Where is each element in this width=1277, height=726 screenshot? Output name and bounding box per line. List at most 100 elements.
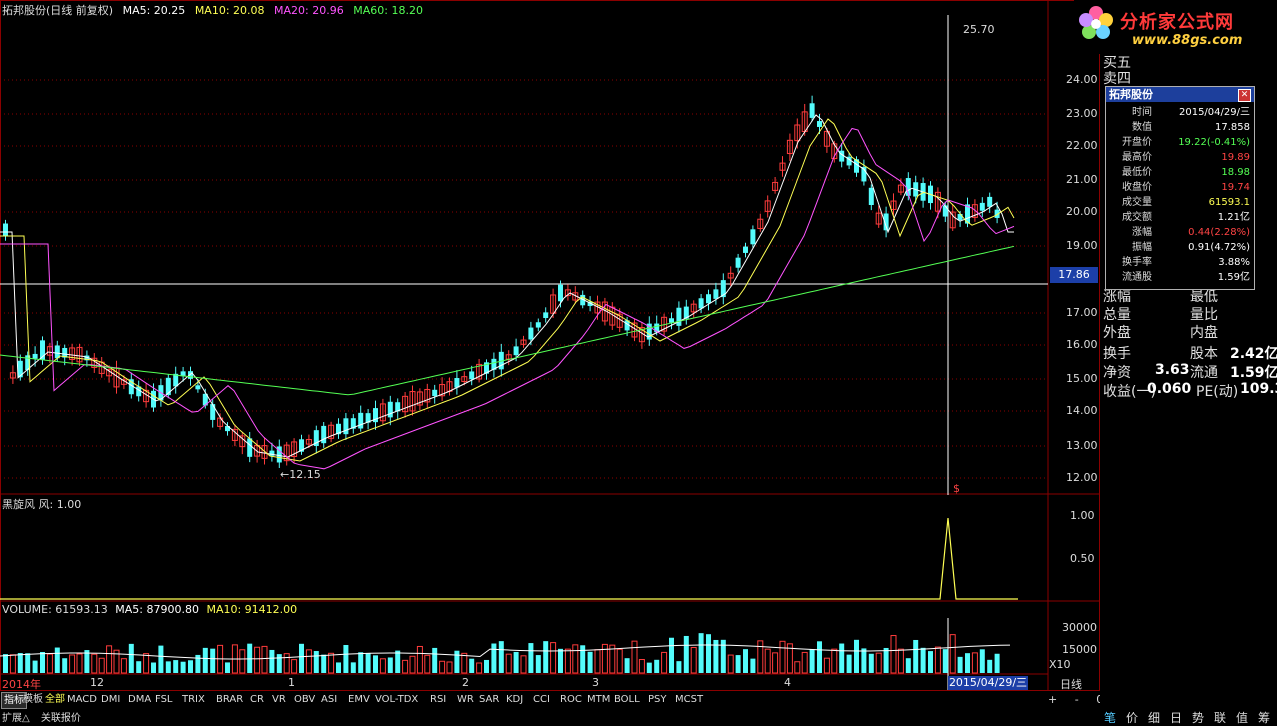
panel-tab[interactable]: 值 xyxy=(1236,711,1249,725)
tab-dma[interactable]: DMA xyxy=(128,694,152,705)
panel-tab[interactable]: 笔 xyxy=(1104,711,1117,725)
tab-obv[interactable]: OBV xyxy=(294,694,316,705)
panel-tab[interactable]: 势 xyxy=(1192,711,1205,725)
moving-average-lines xyxy=(0,114,1015,470)
volume-bar xyxy=(558,648,563,673)
volume-bar xyxy=(846,654,852,673)
candle-body xyxy=(676,307,682,326)
volume-bar xyxy=(343,644,349,673)
tab-brar[interactable]: BRAR xyxy=(216,694,244,705)
volume-ma-line xyxy=(0,644,1011,660)
candle-body xyxy=(432,389,438,397)
panel-label: 收益(一) xyxy=(1103,384,1156,400)
volume-bar xyxy=(646,662,652,673)
panel-tab[interactable]: 细 xyxy=(1148,711,1161,725)
tab-dmi[interactable]: DMI xyxy=(101,694,121,705)
volume-bar xyxy=(17,653,23,673)
popup-row-label: 成交量 xyxy=(1122,197,1152,208)
candle-body xyxy=(535,322,541,328)
price-tick-label: 17.00 xyxy=(1066,306,1098,319)
volume-bar xyxy=(3,654,8,673)
volume-ma10: MA10: 91412.00 xyxy=(206,603,298,616)
close-icon[interactable]: ✕ xyxy=(1238,89,1251,102)
tab-mcst[interactable]: MCST xyxy=(675,694,704,705)
related-quote-button[interactable]: 关联报价 xyxy=(40,713,81,724)
price-tick-label: 23.00 xyxy=(1066,107,1098,120)
candle-body xyxy=(550,294,557,314)
volume-bar xyxy=(823,657,830,674)
zoom-in-button[interactable]: + xyxy=(1048,693,1058,706)
panel-tab[interactable]: 联 xyxy=(1214,711,1227,725)
popup-row-value: 1.59亿 xyxy=(1217,272,1250,283)
tab-wr[interactable]: WR xyxy=(457,694,474,705)
candle-body xyxy=(750,229,756,245)
volume-bar xyxy=(387,657,393,673)
tab-asi[interactable]: ASI xyxy=(321,694,338,705)
tab-fsl[interactable]: FSL xyxy=(155,694,173,705)
candle-body xyxy=(54,345,60,359)
panel-tab[interactable]: 日 xyxy=(1170,711,1183,725)
tab-mtm[interactable]: MTM xyxy=(587,694,611,705)
chart-frame xyxy=(0,0,1100,691)
volume-bar xyxy=(661,651,668,674)
candle-body xyxy=(809,103,815,118)
tab-trix[interactable]: TRIX xyxy=(182,694,205,705)
volume-bar xyxy=(9,654,16,674)
logo-text: 分析家公式网 xyxy=(1120,12,1234,33)
volume-bar xyxy=(897,648,904,674)
volume-bar xyxy=(239,649,246,674)
stock-chart[interactable] xyxy=(0,0,1100,707)
volume-bar xyxy=(395,650,401,673)
volume-bar xyxy=(809,649,815,673)
tab-cr[interactable]: CR xyxy=(250,694,264,705)
volume-bar xyxy=(446,661,453,674)
candle-body xyxy=(720,280,726,298)
candle-body xyxy=(269,450,275,456)
candle-body xyxy=(387,401,393,418)
tab-指标[interactable]: 指标 xyxy=(1,692,27,709)
candle-body xyxy=(291,441,298,457)
zoom-reset-button[interactable]: 0 xyxy=(1096,693,1103,706)
popup-row-label: 成交额 xyxy=(1122,212,1152,223)
candle-body xyxy=(84,355,90,361)
tab-emv[interactable]: EMV xyxy=(348,694,370,705)
period-label[interactable]: 日线 xyxy=(1060,678,1082,691)
candle-body xyxy=(261,445,268,459)
volume-bar xyxy=(839,643,845,673)
tab-全部[interactable]: 全部 xyxy=(45,694,65,705)
cursor-date: 2015/04/29/三 xyxy=(948,676,1028,690)
popup-row: 流通股 1.59亿 xyxy=(1108,270,1250,285)
tab-vr[interactable]: VR xyxy=(272,694,286,705)
panel-tab[interactable]: 价 xyxy=(1126,711,1139,725)
ma5-label: MA5: 20.25 xyxy=(122,4,186,17)
tab-cci[interactable]: CCI xyxy=(533,694,550,705)
ma60-label: MA60: 18.20 xyxy=(353,4,423,17)
volume-bar xyxy=(513,651,519,673)
tab-kdj[interactable]: KDJ xyxy=(506,694,524,705)
volume-bar xyxy=(225,662,230,673)
tab-macd[interactable]: MACD xyxy=(67,694,97,705)
tab-boll[interactable]: BOLL xyxy=(614,694,640,705)
price-tick-label: 22.00 xyxy=(1066,139,1098,152)
date-tick-label: 1 xyxy=(288,676,295,689)
date-tick-label: 2 xyxy=(462,676,469,689)
tab-sar[interactable]: SAR xyxy=(479,694,500,705)
volume-bar xyxy=(247,643,253,673)
zoom-out-button[interactable]: - xyxy=(1074,693,1079,706)
panel-value: 3.63 xyxy=(1155,362,1190,378)
expand-button[interactable]: 扩展△ xyxy=(2,713,30,724)
tab-roc[interactable]: ROC xyxy=(560,694,582,705)
volume-bar xyxy=(764,648,771,674)
candle-body xyxy=(757,218,764,229)
panel-tab[interactable]: 筹 xyxy=(1258,711,1271,725)
candle-body xyxy=(40,340,45,360)
tab-模板[interactable]: 模板 xyxy=(23,694,43,705)
tab-vol-tdx[interactable]: VOL-TDX xyxy=(375,694,419,705)
candle-body xyxy=(69,347,76,360)
tab-rsi[interactable]: RSI xyxy=(430,694,447,705)
popup-row-label: 流通股 xyxy=(1122,272,1152,283)
volume-bar xyxy=(106,645,113,674)
popup-row-label: 振幅 xyxy=(1132,242,1152,253)
tab-psy[interactable]: PSY xyxy=(648,694,667,705)
volume-bar xyxy=(424,654,431,674)
